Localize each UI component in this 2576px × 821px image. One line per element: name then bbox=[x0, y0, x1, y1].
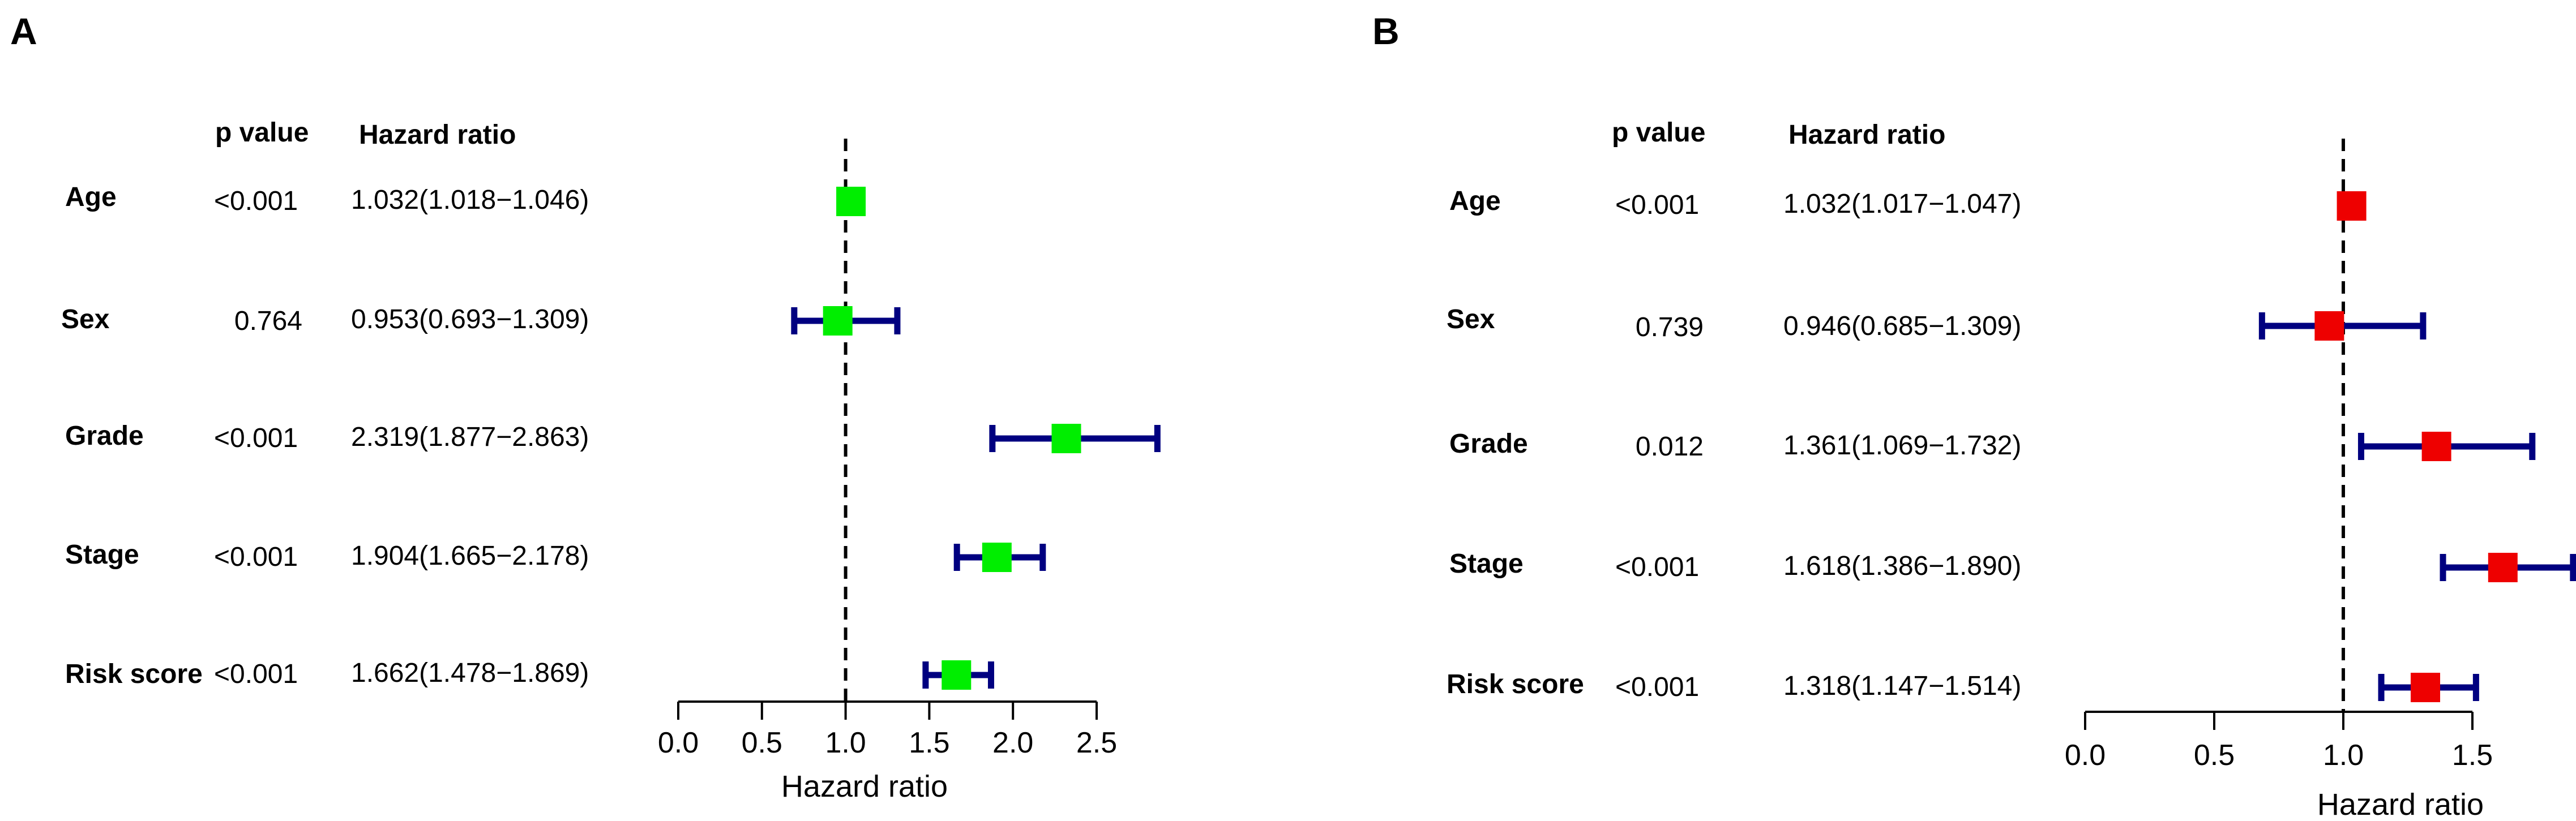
panel-b-pvalue-stage: <0.001 bbox=[1615, 552, 1699, 582]
panel-a-pvalue-grade: <0.001 bbox=[214, 423, 298, 453]
panel-b-hr-text-age: 1.032(1.017−1.047) bbox=[1783, 189, 2021, 219]
panel-b-pvalue-age: <0.001 bbox=[1615, 190, 1699, 220]
panel-a-hr-text-age: 1.032(1.018−1.046) bbox=[351, 185, 589, 215]
panel-b-hr-text-grade: 1.361(1.069−1.732) bbox=[1783, 431, 2021, 461]
panel-a-risk-score-hr-point bbox=[942, 660, 972, 690]
panel-a-hr-text-stage: 1.904(1.665−2.178) bbox=[351, 541, 589, 571]
panel-a-stage-hr-point bbox=[982, 543, 1012, 572]
panel-a-pvalue-header: p value bbox=[215, 118, 309, 148]
panel-b-pvalue-sex: 0.739 bbox=[1636, 312, 1704, 342]
panel-a-x-tick-label-3: 1.5 bbox=[909, 727, 949, 759]
panel-a-pvalue-age: <0.001 bbox=[214, 186, 298, 216]
panel-b-var-stage: Stage bbox=[1449, 549, 1524, 579]
panel-a-var-age: Age bbox=[65, 182, 117, 212]
panel-a-sex-hr-point bbox=[823, 306, 853, 336]
panel-a-var-grade: Grade bbox=[65, 421, 144, 451]
panel-a-var-stage: Stage bbox=[65, 540, 139, 570]
panel-a-x-axis-label: Hazard ratio bbox=[781, 770, 948, 803]
panel-b-pvalue-risk-score: <0.001 bbox=[1615, 672, 1699, 702]
panel-a-x-tick-label-1: 0.5 bbox=[742, 727, 782, 759]
panel-b-var-grade: Grade bbox=[1449, 429, 1528, 459]
panel-b-var-sex: Sex bbox=[1447, 304, 1495, 334]
panel-a-pvalue-sex: 0.764 bbox=[234, 306, 302, 336]
panel-b-x-tick-label-3: 1.5 bbox=[2452, 739, 2493, 772]
panel-a-row-risk-score: Risk score <0.001 1.662(1.478−1.869) bbox=[65, 658, 589, 689]
panel-b-pvalue-grade: 0.012 bbox=[1636, 432, 1704, 462]
panel-b-hr-text-sex: 0.946(0.685−1.309) bbox=[1783, 311, 2021, 341]
panel-b-stage-hr-point bbox=[2488, 553, 2518, 582]
panel-a-pvalue-stage: <0.001 bbox=[214, 542, 298, 572]
panel-a-x-tick-label-5: 2.5 bbox=[1076, 727, 1117, 759]
panel-b-x-axis-label: Hazard ratio bbox=[2317, 788, 2484, 821]
panel-b-row-age: Age <0.001 1.032(1.017−1.047) bbox=[1449, 186, 2021, 220]
panel-b-row-sex: Sex 0.739 0.946(0.685−1.309) bbox=[1447, 304, 2021, 342]
panel-b-sex-hr-point bbox=[2314, 311, 2344, 341]
panel-a-hr-text-risk-score: 1.662(1.478−1.869) bbox=[351, 658, 589, 688]
panel-b-x-tick-label-1: 0.5 bbox=[2194, 739, 2235, 772]
panel-a-x-tick-label-0: 0.0 bbox=[658, 727, 699, 759]
panel-a-row-stage: Stage <0.001 1.904(1.665−2.178) bbox=[65, 540, 589, 572]
panel-a-row-sex: Sex 0.764 0.953(0.693−1.309) bbox=[61, 304, 589, 336]
panel-b-x-tick-label-0: 0.0 bbox=[2065, 739, 2106, 772]
panel-a-x-tick-label-2: 1.0 bbox=[825, 727, 866, 759]
panel-b-letter: B bbox=[1372, 10, 1400, 52]
panel-b: B p value Hazard ratio Age <0.001 1.032(… bbox=[1372, 10, 2576, 821]
panel-a-hr-text-sex: 0.953(0.693−1.309) bbox=[351, 304, 589, 334]
panel-b-age-hr-point bbox=[2337, 191, 2367, 221]
panel-b-grade-hr-point bbox=[2421, 432, 2451, 461]
panel-a-hr-header: Hazard ratio bbox=[359, 120, 516, 150]
panel-a-letter: A bbox=[10, 10, 37, 52]
panel-b-row-grade: Grade 0.012 1.361(1.069−1.732) bbox=[1449, 429, 2021, 462]
panel-a: A p value Hazard ratio Age <0.001 1.032(… bbox=[10, 10, 1161, 803]
panel-b-x-tick-label-2: 1.0 bbox=[2323, 739, 2364, 772]
panel-b-pvalue-header: p value bbox=[1612, 118, 1705, 148]
panel-b-row-stage: Stage <0.001 1.618(1.386−1.890) bbox=[1449, 549, 2021, 582]
panel-b-hr-text-risk-score: 1.318(1.147−1.514) bbox=[1783, 671, 2021, 701]
panel-b-risk-score-hr-point bbox=[2411, 673, 2441, 702]
panel-b-var-risk-score: Risk score bbox=[1447, 669, 1584, 699]
panel-a-var-risk-score: Risk score bbox=[65, 659, 203, 689]
panel-a-var-sex: Sex bbox=[61, 304, 110, 334]
panel-a-plot-area: 0.0 0.5 1.0 1.5 2.0 2.5 bbox=[658, 139, 1161, 759]
panel-b-hr-header: Hazard ratio bbox=[1788, 120, 1945, 150]
panel-b-row-risk-score: Risk score <0.001 1.318(1.147−1.514) bbox=[1447, 669, 2021, 702]
panel-a-pvalue-risk-score: <0.001 bbox=[214, 659, 298, 689]
panel-a-row-age: Age <0.001 1.032(1.018−1.046) bbox=[65, 182, 589, 216]
panel-b-plot-area: 0.0 0.5 1.0 1.5 bbox=[2065, 139, 2576, 772]
panel-b-hr-text-stage: 1.618(1.386−1.890) bbox=[1783, 551, 2021, 581]
panel-a-x-tick-label-4: 2.0 bbox=[992, 727, 1033, 759]
panel-b-var-age: Age bbox=[1449, 186, 1501, 216]
panel-a-grade-hr-point bbox=[1051, 424, 1081, 453]
panel-a-hr-text-grade: 2.319(1.877−2.863) bbox=[351, 422, 589, 452]
panel-a-row-grade: Grade <0.001 2.319(1.877−2.863) bbox=[65, 421, 589, 453]
panel-a-age-hr-point bbox=[836, 187, 866, 216]
